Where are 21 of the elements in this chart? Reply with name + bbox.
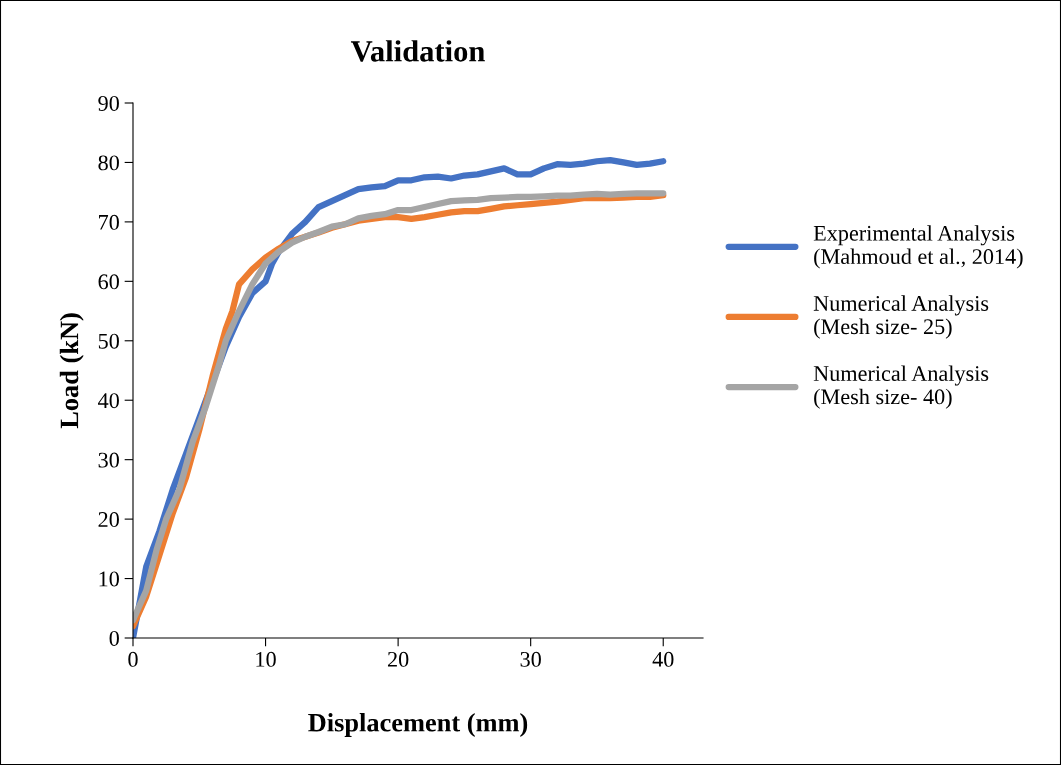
y-tick-label: 0 — [109, 630, 119, 646]
x-tick-label: 20 — [387, 651, 409, 667]
x-tick-label: 0 — [128, 651, 138, 667]
y-tick-label: 80 — [98, 155, 119, 171]
x-tick-label: 10 — [256, 651, 276, 667]
y-axis-title: Load (kN) — [59, 313, 84, 429]
y-tick-label: 20 — [98, 512, 119, 528]
y-tick-label: 10 — [99, 571, 119, 587]
y-tick-label: 40 — [98, 393, 119, 409]
legend-label: Numerical Analysis (Mesh size- 25) — [813, 295, 989, 339]
y-tick-label: 60 — [98, 274, 119, 290]
y-tick-label: 30 — [98, 452, 119, 468]
chart-title: Validation — [350, 40, 485, 62]
y-tick-label: 90 — [98, 95, 119, 111]
x-tick-label: 40 — [652, 651, 674, 667]
x-axis-title: Displacement (mm) — [308, 713, 528, 737]
y-tick-label: 50 — [98, 333, 119, 349]
x-tick-label: 30 — [520, 651, 541, 667]
legend-label: Experimental Analysis (Mahmoud et al., 2014) — [813, 225, 1023, 269]
y-tick-label: 70 — [99, 214, 119, 230]
legend-label: Numerical Analysis (Mesh size- 40) — [813, 365, 989, 409]
